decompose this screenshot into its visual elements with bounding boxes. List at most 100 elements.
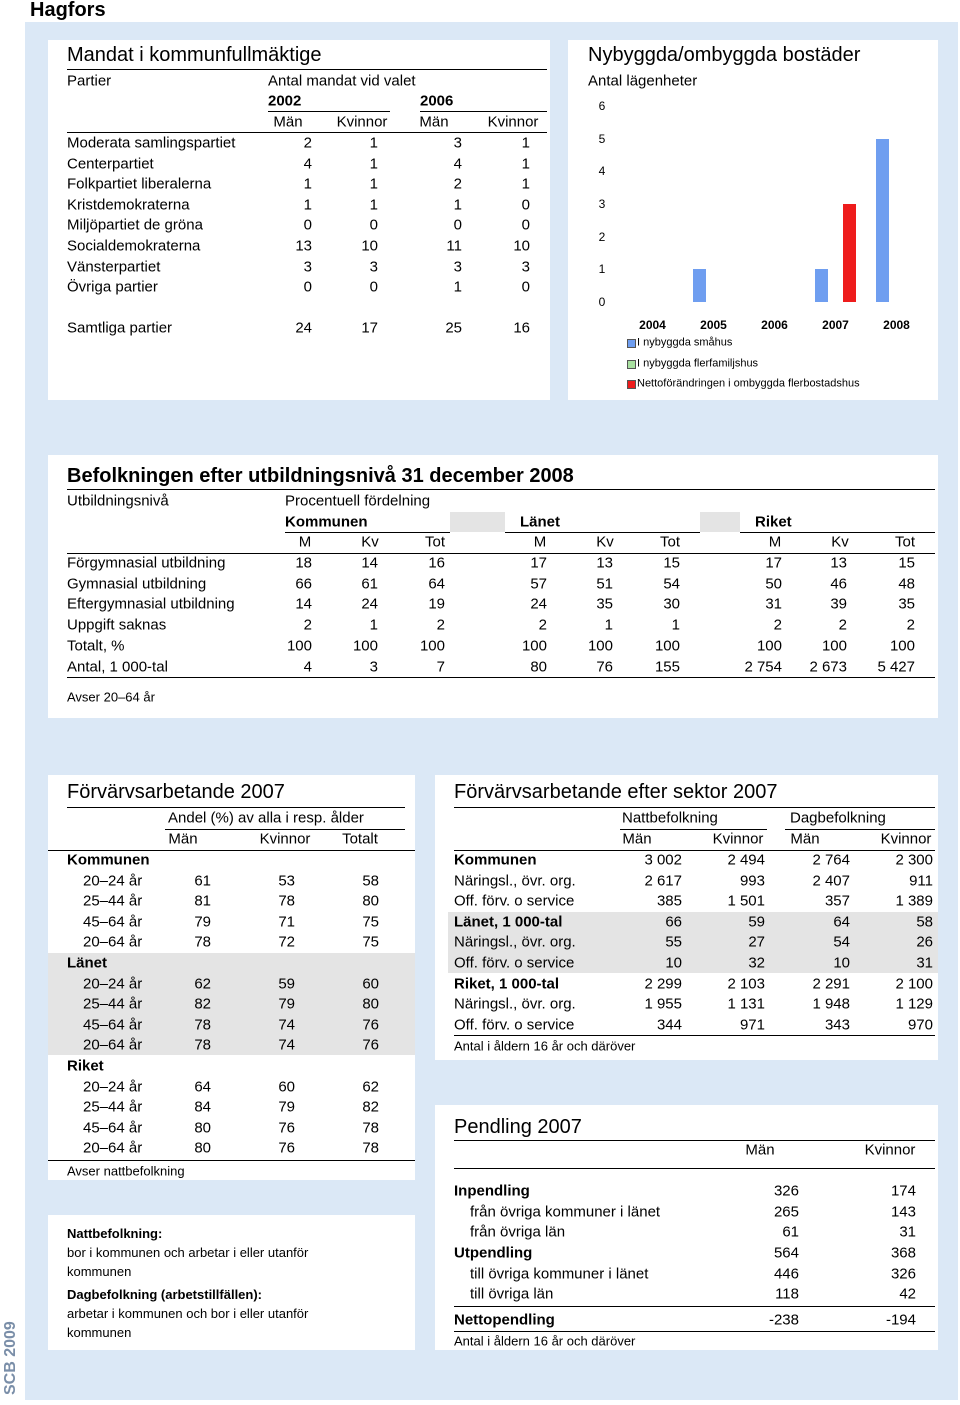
cell: 79 — [278, 1098, 295, 1116]
rule — [785, 829, 935, 830]
cell: Centerpartiet — [67, 155, 154, 173]
cell: 48 — [898, 575, 915, 593]
cell: 1 — [453, 278, 462, 296]
cell: 3 — [521, 258, 530, 276]
cell: 10 — [513, 237, 530, 255]
cell: 54 — [833, 933, 850, 951]
cell: 66 — [295, 575, 312, 593]
cell: 53 — [278, 872, 295, 890]
cell: 343 — [824, 1016, 850, 1034]
cell: 20–64 år — [83, 1036, 143, 1054]
header-cell: Tot — [659, 533, 681, 551]
cell: 10 — [833, 954, 850, 972]
shade — [48, 953, 415, 1056]
note: Avser nattbefolkning — [67, 1163, 185, 1179]
cell: 11 — [446, 237, 462, 255]
cell: 78 — [194, 933, 211, 951]
cell: 50 — [765, 575, 782, 593]
bar — [843, 204, 856, 302]
cell: 970 — [907, 1016, 933, 1034]
rule — [454, 807, 935, 808]
rule — [67, 132, 547, 133]
cell: Moderata samlingspartiet — [67, 134, 236, 152]
cell: 564 — [773, 1244, 799, 1262]
cell: 1 955 — [644, 995, 682, 1013]
rule — [165, 829, 405, 830]
cell: 155 — [654, 658, 680, 675]
mandat-title: Mandat i kommunfullmäktige — [67, 44, 322, 66]
cell: 80 — [194, 1139, 211, 1157]
cell: 100 — [654, 637, 680, 655]
cell: 446 — [773, 1265, 799, 1283]
cell: 2 — [436, 616, 445, 634]
cell: 79 — [194, 913, 211, 931]
cell: 1 — [369, 196, 378, 214]
cell: 61 — [782, 1223, 799, 1241]
cell: 4 — [303, 155, 312, 173]
cell: 0 — [521, 196, 530, 214]
cell: 59 — [748, 913, 765, 931]
cell: 31 — [765, 595, 782, 613]
cell: 1 129 — [895, 995, 933, 1013]
y-tick-label: 5 — [598, 131, 606, 146]
cell: Totalt, % — [67, 637, 125, 655]
cell: 0 — [303, 278, 312, 296]
cell: 1 — [521, 155, 530, 173]
cell: 32 — [748, 954, 765, 972]
header-cell: Antal mandat vid valet — [268, 72, 416, 90]
cell: 100 — [756, 637, 782, 655]
cell: 326 — [773, 1182, 799, 1200]
cell: 27 — [748, 933, 765, 951]
cell: Inpendling — [454, 1182, 530, 1200]
cell: 30 — [663, 595, 680, 613]
header-cell: Procentuell fördelning — [285, 492, 431, 510]
cell: 18 — [295, 554, 312, 572]
cell: 385 — [656, 892, 682, 910]
cell: Länet, 1 000-tal — [454, 913, 563, 931]
cell: 20–64 år — [83, 1139, 143, 1157]
cell: 13 — [295, 237, 312, 255]
cell: 76 — [596, 658, 613, 675]
cell: 15 — [898, 554, 915, 572]
cell: 0 — [521, 278, 530, 296]
cell: 42 — [899, 1285, 916, 1303]
x-tick-label: 2008 — [883, 318, 910, 332]
cell: 0 — [453, 216, 462, 234]
cell: 25–44 år — [83, 995, 143, 1013]
x-tick-label: 2006 — [761, 318, 788, 332]
cell: 79 — [278, 995, 295, 1013]
cell: 2 — [906, 616, 915, 634]
rule — [454, 1140, 935, 1141]
cell: 62 — [362, 1078, 379, 1096]
cell: 76 — [278, 1119, 295, 1137]
header-cell: Kvinnor — [259, 830, 311, 848]
cell: 1 — [369, 134, 378, 152]
y-tick-label: 3 — [598, 197, 606, 211]
cell: 20–64 år — [83, 933, 143, 951]
cell: 64 — [428, 575, 445, 593]
total-cell: 25 — [445, 319, 462, 337]
definitions-box — [48, 1215, 415, 1350]
header-cell: Utbildningsnivå — [67, 492, 169, 510]
cell: 0 — [369, 278, 378, 296]
cell: 1 — [604, 616, 613, 634]
cell: 1 — [303, 175, 312, 193]
cell: 61 — [194, 872, 211, 890]
cell: 3 — [453, 134, 462, 152]
rule — [454, 1306, 935, 1307]
rule — [454, 850, 935, 851]
shade — [450, 512, 505, 532]
rule — [48, 1160, 415, 1161]
rule — [48, 850, 415, 851]
cell: Socialdemokraterna — [67, 237, 201, 255]
cell: 20–24 år — [83, 1078, 143, 1096]
x-tick-label: 2005 — [700, 318, 727, 332]
cell: 3 — [303, 258, 312, 276]
note: Antal i åldern 16 år och däröver — [454, 1038, 636, 1054]
cell: Näringsl., övr. org. — [454, 933, 576, 951]
cell: 78 — [362, 1119, 379, 1137]
total-cell: 24 — [295, 319, 312, 337]
definition-term: Dagbefolkning (arbetstillfällen): — [67, 1287, 263, 1302]
header-cell: Länet — [520, 513, 561, 531]
